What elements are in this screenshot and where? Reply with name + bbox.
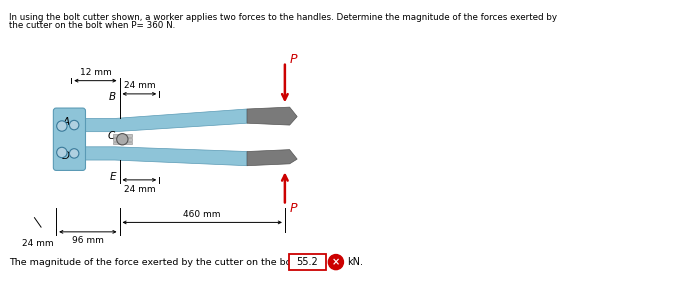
FancyBboxPatch shape [113, 141, 132, 144]
Text: P: P [289, 53, 297, 66]
Circle shape [69, 120, 79, 130]
Text: kN.: kN. [347, 257, 363, 267]
FancyBboxPatch shape [289, 254, 326, 270]
Polygon shape [80, 109, 247, 132]
Text: 24 mm: 24 mm [124, 185, 155, 194]
FancyBboxPatch shape [53, 108, 85, 170]
Text: the cutter on the bolt when P= 360 N.: the cutter on the bolt when P= 360 N. [9, 21, 175, 30]
Text: 24 mm: 24 mm [124, 81, 155, 90]
Polygon shape [247, 150, 297, 166]
Text: 460 mm: 460 mm [184, 210, 221, 219]
Text: C: C [108, 131, 114, 141]
Text: D: D [62, 151, 69, 161]
Circle shape [57, 147, 67, 158]
Circle shape [69, 149, 79, 158]
Circle shape [116, 133, 128, 145]
Text: The magnitude of the force exerted by the cutter on the bolt is: The magnitude of the force exerted by th… [9, 258, 308, 267]
Circle shape [328, 255, 343, 270]
Polygon shape [80, 147, 247, 166]
FancyBboxPatch shape [113, 138, 132, 141]
Text: In using the bolt cutter shown, a worker applies two forces to the handles. Dete: In using the bolt cutter shown, a worker… [9, 13, 557, 22]
Text: P: P [289, 202, 297, 215]
Text: A: A [62, 117, 69, 127]
Text: B: B [108, 92, 116, 102]
Polygon shape [247, 107, 297, 125]
Text: 24 mm: 24 mm [22, 239, 54, 249]
Text: ×: × [332, 257, 340, 267]
Text: 12 mm: 12 mm [79, 68, 111, 77]
Text: 55.2: 55.2 [297, 257, 318, 267]
Circle shape [57, 121, 67, 131]
FancyBboxPatch shape [113, 134, 132, 137]
Text: 96 mm: 96 mm [72, 236, 104, 245]
Text: E: E [109, 172, 116, 182]
